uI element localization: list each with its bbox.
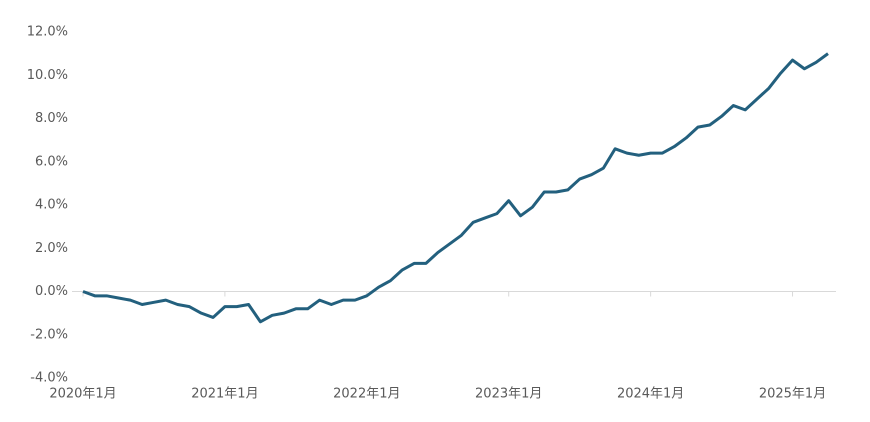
y-tick-label: 10.0% (27, 68, 68, 83)
data-line (82, 52, 829, 324)
x-tick-label: 2022年1月 (333, 387, 400, 402)
x-tick-label: 2021年1月 (191, 387, 258, 402)
y-tick-label: 12.0% (27, 25, 68, 40)
x-tick-label: 2020年1月 (49, 387, 116, 402)
x-tick-label: 2025年1月 (759, 387, 826, 402)
y-tick-label: 2.0% (35, 241, 68, 256)
x-tick-label: 2023年1月 (475, 387, 542, 402)
y-tick-label: 6.0% (35, 154, 68, 169)
y-tick-label: -4.0% (30, 371, 68, 386)
y-tick-label: -2.0% (30, 327, 68, 342)
y-tick-label: 4.0% (35, 198, 68, 213)
x-tick-label: 2024年1月 (617, 387, 684, 402)
y-tick-label: 8.0% (35, 111, 68, 126)
y-tick-label: 0.0% (35, 284, 68, 299)
